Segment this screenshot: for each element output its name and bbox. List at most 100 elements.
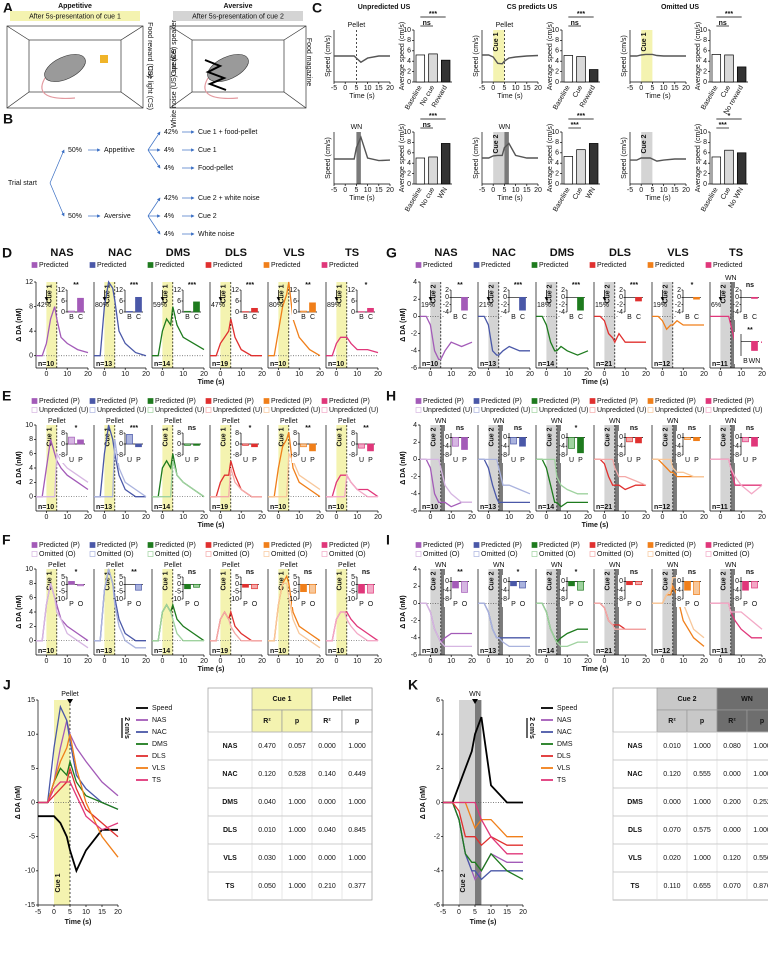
x-tick-label: 0 [639,187,643,194]
header-cell [746,709,768,733]
y-tick-label: 2 [436,765,440,772]
x-tick-label: 20 [700,658,708,665]
inset-tick-label: 2 [677,287,681,294]
legend-swatch [473,262,480,268]
y-label: Speed (cm/s) [473,35,480,77]
trace [420,602,472,648]
x-tick-label: 10 [237,514,245,521]
n-label: n=21 [596,361,612,368]
y-tick-label: 0 [29,353,33,360]
table-cell: 0.057 [288,743,306,750]
x-tick-label: 0 [428,514,432,521]
x-tick-label: 0 [602,514,606,521]
panel-letter: E [2,388,11,404]
trace [478,602,530,648]
trace [38,720,119,804]
legend-swatch [473,398,480,404]
inset-category: C [310,314,315,321]
trace [536,458,588,508]
column-title: CS predicts US [507,4,558,11]
inset-tick-label: 5 [177,574,181,581]
cue-label: Cue 1 [55,873,62,892]
sig-label: ns [746,569,754,576]
bar [576,56,586,83]
y-tick-label: 0 [29,638,33,645]
inset-category: P [69,601,74,608]
x-tick-label: 0 [343,85,347,92]
x-tick-label: 0 [428,371,432,378]
inset-tick-label: 0 [561,294,565,301]
panel-letter: C [312,0,322,16]
y-tick-label: -2 [411,330,417,337]
x-tick-label: 20 [386,187,394,194]
table-cell: 0.010 [258,827,276,834]
x-tick-label: 10 [679,371,687,378]
inset-tick-label: 0 [177,441,181,448]
n-label: n=11 [712,648,728,655]
x-label: Time (s) [497,93,522,100]
y-tick-label: -15 [25,902,35,909]
bar [440,143,451,185]
legend-label: Predicted [155,262,185,269]
inset-tick-label: -8 [349,452,355,459]
inset-tick-label: -8 [675,452,681,459]
legend-swatch [473,407,480,413]
inset-tick-label: -2 [559,302,565,309]
legend-swatch [321,551,328,557]
cue-label: Cue 2 [547,571,554,590]
y-tick-label: 10 [551,27,559,34]
x-tick-label: 10 [353,658,361,665]
y-tick-label: 0 [407,79,411,86]
inset-category: U [359,457,364,464]
inset-category: P [685,601,690,608]
region-name: NAC [492,247,516,259]
outcome: Food-pellet [198,165,233,172]
inset-bar [135,583,142,591]
inset-tick-label: 6 [177,298,181,305]
table-cell: 0.556 [753,855,768,862]
inset-tick-label: -4 [675,309,681,316]
x-tick-label: 0 [486,514,490,521]
cue-label: Cue 1 [337,571,344,590]
panel-letter: H [386,388,396,404]
x-tick-label: 20 [386,85,394,92]
y-label: Δ DA (nM) [400,451,407,485]
inset-category: B [359,314,364,321]
x-tick-label: 20 [142,514,150,521]
y-label: Δ DA (nM) [16,451,23,485]
inset-bg [676,431,703,463]
trace [443,716,523,804]
rat [207,54,249,82]
arrow [147,197,161,217]
subheader-text: p [295,718,299,725]
legend-swatch [147,542,154,548]
x-tick-label: 20 [642,371,650,378]
x-tick-label: 0 [718,514,722,521]
legend-label: NAS [557,717,572,724]
legend-label: Predicted [713,262,743,269]
side-label: White noise (US) speaker [171,47,178,127]
event-window [556,569,561,655]
banner [173,11,303,21]
y-tick-label: -2 [434,834,440,841]
sig-label: * [575,569,578,576]
legend-swatch [31,542,38,548]
inset-bar [309,443,316,452]
table-cell: 0.528 [288,771,306,778]
panel-letter: J [3,677,11,693]
inset-bar [68,581,75,585]
inset-tick-label: -8 [291,452,297,459]
trace [152,460,205,498]
inset-tick-label: -5 [59,589,65,596]
x-tick-label: 10 [487,909,495,916]
x-tick-label: 10 [512,85,520,92]
x-tick-label: 10 [121,371,129,378]
percent-label: 89% [327,302,341,309]
legend-swatch [205,542,212,548]
y-tick-label: 2 [703,170,707,177]
inset-tick-label: -4 [617,309,623,316]
legend-swatch [321,542,328,548]
inset-category: O [78,601,84,608]
legend-label: Predicted (P) [97,398,138,405]
percent-label: 6% [711,302,721,309]
